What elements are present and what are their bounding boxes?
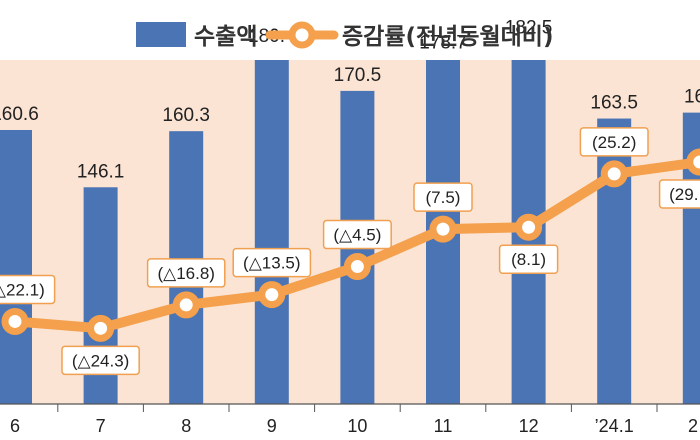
rate-point-’24.1 (600, 160, 628, 188)
bar-value-label: 178.7 (419, 33, 467, 54)
rate-label-2: (29. (658, 179, 700, 209)
rate-label-text: (△13.5) (243, 254, 300, 273)
rate-label-box (61, 345, 140, 376)
bar-value-label: 170.5 (334, 65, 382, 86)
rate-point-7 (87, 314, 115, 342)
rate-point-6 (1, 307, 29, 335)
rate-label-10: (△4.5) (322, 219, 392, 250)
rate-label-box (146, 258, 226, 288)
x-tick-label: 12 (519, 416, 539, 436)
rate-label-box (579, 127, 649, 157)
bar-value-label: 146.1 (77, 161, 125, 182)
rate-label-text: (29. (669, 185, 698, 204)
rate-label-box (658, 179, 700, 209)
rate-label-box (0, 274, 56, 305)
bar-value-label: 182.5 (505, 17, 553, 38)
x-tick-label: 11 (434, 416, 453, 436)
rate-label-text: (8.1) (511, 250, 546, 269)
rate-label-12: (8.1) (498, 244, 559, 274)
rate-label-box (413, 182, 473, 212)
rate-point-10 (343, 253, 371, 281)
bar-value-label: 160.3 (162, 105, 210, 126)
x-tick-label: 7 (96, 416, 106, 436)
rate-point-8 (172, 291, 200, 319)
x-tick-label: 9 (267, 416, 277, 436)
bar-value-label: 165 (684, 87, 700, 108)
rate-label-box (498, 244, 559, 274)
bar-value-label: 163.5 (590, 93, 638, 114)
bar-9 (254, 60, 289, 404)
x-tick-label: 8 (181, 416, 191, 436)
legend-line-marker (288, 21, 316, 49)
x-tick-label: 10 (347, 416, 367, 436)
rate-point-11 (429, 215, 457, 243)
legend-bar-label: 수출액 (194, 24, 257, 50)
rate-label-text: (△4.5) (333, 226, 381, 245)
bar-6 (0, 130, 32, 404)
rate-label-text: (△24.3) (72, 351, 129, 370)
rate-label-text: (△16.8) (157, 264, 214, 283)
rate-label-11: (7.5) (413, 182, 473, 212)
rate-label-8: (△16.8) (146, 258, 226, 288)
rate-label-6: (△22.1) (0, 274, 56, 305)
legend: 수출액 증감률(전년동월대비) (136, 21, 553, 50)
rate-label-box (322, 219, 392, 250)
rate-point-12 (515, 213, 543, 241)
rate-label-9: (△13.5) (232, 247, 312, 278)
rate-label-text: (25.2) (592, 133, 636, 152)
rate-label-text: (7.5) (426, 188, 461, 207)
legend-bar-swatch (136, 22, 186, 47)
rate-point-2 (686, 148, 700, 176)
x-tick-label: 6 (10, 416, 20, 436)
bar-value-label: 160.6 (0, 104, 39, 125)
rate-label-’24.1: (25.2) (579, 127, 649, 157)
legend-line-label: 증감률(전년동월대비) (342, 24, 553, 50)
x-tick-label: 2 (688, 416, 698, 436)
rate-label-7: (△24.3) (61, 345, 140, 376)
rate-label-box (232, 247, 312, 278)
rate-point-9 (258, 281, 286, 309)
rate-label-text: (△22.1) (0, 280, 45, 299)
x-tick-label: ’24.1 (595, 416, 634, 436)
